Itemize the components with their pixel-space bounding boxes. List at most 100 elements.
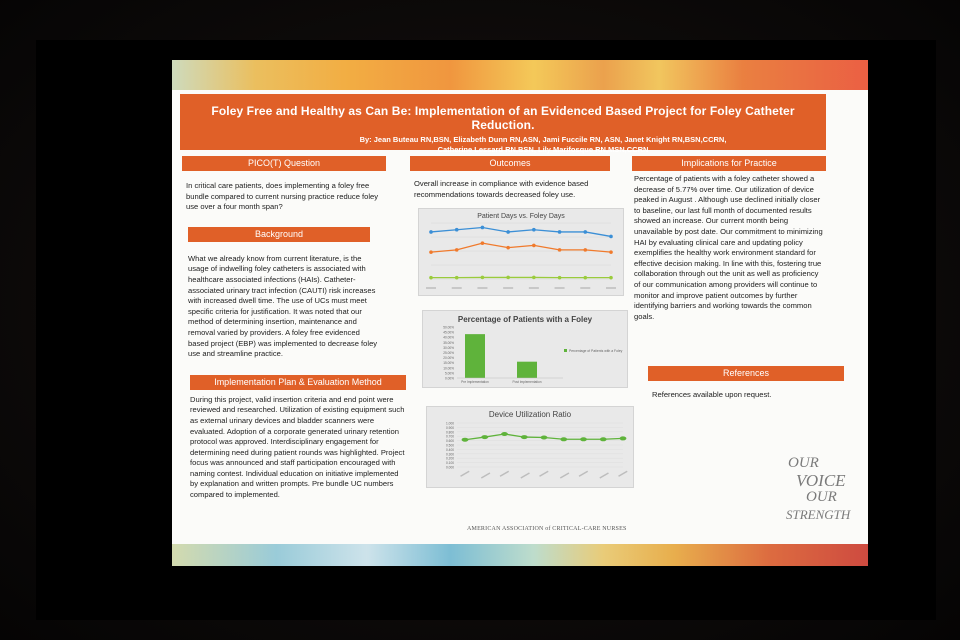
authors-line-2: Catherine Lessard RN,BSN, Lily Marifosqu… [437, 145, 649, 154]
chart1-data-point [532, 227, 536, 232]
implementation-header: Implementation Plan & Evaluation Method [190, 374, 406, 390]
picot-text: In critical care patients, does implemen… [186, 181, 379, 212]
logo-word-3: OUR [806, 489, 837, 505]
chart3-y-tick-label: 0.300 [446, 452, 454, 456]
chart1-data-point [480, 241, 485, 245]
chart3-x-tick-label [578, 470, 589, 477]
chart3-x-tick-label [480, 472, 491, 479]
chart3-y-tick-label: 0.200 [446, 457, 454, 461]
chart3-svg: 1.0000.9000.8000.7000.6000.5000.4000.300… [446, 422, 628, 479]
chart2-x-tick-label: Pre Implementation [461, 380, 489, 384]
logo-word-4: STRENGTH [786, 507, 851, 522]
chart3-y-tick-label: 0.600 [446, 439, 454, 443]
right-column: Implications for Practice Percentage of … [632, 156, 826, 322]
chart3-data-point [540, 435, 548, 440]
chart1-data-point [557, 248, 562, 252]
chart1-x-tick-label [503, 287, 514, 289]
chart1-x-tick-label [451, 287, 462, 289]
chart2-y-tick-label: 5.00% [445, 371, 454, 375]
chart1-data-point [609, 250, 613, 254]
chart2-y-tick-label: 0.00% [445, 377, 454, 381]
chart3-x-tick-label [599, 472, 609, 479]
poster-title: Foley Free and Healthy as Can Be: Implem… [211, 104, 795, 132]
chart3-data-point [560, 437, 568, 442]
chart1-x-tick-label [477, 287, 488, 289]
poster: Foley Free and Healthy as Can Be: Implem… [172, 60, 868, 566]
chart3-data-point [619, 436, 627, 441]
chart2-y-tick-label: 50.00% [443, 326, 454, 330]
outcomes-header: Outcomes [410, 156, 610, 171]
chart2-title: Percentage of Patients with a Foley [457, 315, 593, 324]
chart1-title: Patient Days vs. Foley Days [477, 213, 565, 220]
chart1-data-point [506, 275, 510, 280]
chart3-y-tick-label: 0.500 [446, 444, 454, 448]
watercolor-top-border [172, 60, 868, 90]
logo-word-2: VOICE [796, 471, 846, 490]
chart3-x-tick-label [520, 472, 530, 479]
chart3-data-point [461, 437, 469, 442]
chart2-legend-label: Percentage of Patients with a Foley [569, 349, 623, 353]
chart3-x-tick-label [539, 470, 549, 477]
chart1-data-point [557, 275, 562, 280]
chart3-x-tick-label [499, 470, 510, 477]
chart2-y-tick-label: 15.00% [443, 361, 454, 365]
chart3-data-point [599, 437, 607, 442]
our-voice-our-strength-logo: OUR VOICE OUR STRENGTH [784, 455, 864, 535]
implications-header: Implications for Practice [632, 156, 826, 171]
chart1-svg [426, 222, 616, 289]
chart1-data-point [609, 234, 613, 239]
implications-text: Percentage of patients with a foley cath… [634, 174, 823, 321]
chart1-data-point [454, 248, 459, 252]
chart3-y-tick-label: 0.800 [446, 430, 454, 434]
title-banner: Foley Free and Healthy as Can Be: Implem… [180, 94, 826, 154]
chart2-y-tick-label: 45.00% [443, 331, 454, 335]
chart1-data-point [532, 275, 536, 280]
aacn-footer: AMERICAN ASSOCIATION of CRITICAL-CARE NU… [467, 526, 627, 532]
chart2-y-tick-label: 25.00% [443, 351, 454, 355]
chart3-x-tick-label [559, 472, 570, 479]
chart1-data-point [454, 227, 459, 232]
chart1-x-tick-label [580, 287, 591, 289]
chart2-bar [517, 361, 537, 378]
middle-column: Outcomes Overall increase in compliance … [410, 156, 610, 200]
chart1-x-tick-label [606, 287, 616, 289]
chart1-data-point [583, 230, 588, 234]
authors-line-1: By: Jean Buteau RN,BSN, Elizabeth Dunn R… [359, 135, 727, 144]
left-column: PICO(T) Question In critical care patien… [182, 156, 406, 501]
chart1-data-point [480, 225, 485, 230]
chart3-title: Device Utilization Ratio [488, 410, 572, 419]
chart1-data-point [557, 230, 562, 234]
chart1-data-point [429, 230, 433, 234]
chart3-y-tick-label: 0.700 [446, 435, 454, 439]
chart3-y-tick-label: 0.900 [446, 426, 454, 430]
background-header: Background [188, 226, 370, 242]
watercolor-bottom-border [172, 544, 868, 566]
chart1-x-tick-label [426, 287, 436, 289]
chart3-y-tick-label: 0.100 [446, 461, 454, 465]
chart3-x-tick-label [460, 470, 470, 477]
chart1-series-line [430, 226, 612, 238]
chart1-data-point [583, 248, 588, 252]
implementation-text: During this project, valid insertion cri… [190, 394, 405, 500]
references-text: References available upon request. [652, 390, 772, 399]
chart3-data-point [481, 435, 489, 440]
chart2-legend-swatch [564, 349, 567, 352]
chart3-y-tick-label: 0.400 [446, 448, 454, 452]
chart1-data-point [609, 275, 613, 280]
chart2-bar [465, 334, 485, 378]
chart1-data-point [454, 275, 459, 280]
chart1-data-point [429, 250, 433, 254]
logo-word-1: OUR [788, 455, 819, 471]
chart1-data-point [583, 275, 588, 280]
chart-patient-days-vs-foley-days: Patient Days vs. Foley Days [418, 208, 624, 296]
chart2-x-tick-label: Post Implementation [512, 380, 541, 384]
chart3-data-point [580, 437, 587, 442]
chart1-data-point [506, 230, 510, 234]
chart2-y-tick-label: 20.00% [443, 356, 454, 360]
chart1-x-tick-label [528, 287, 539, 289]
background-text: What we already know from current litera… [188, 253, 378, 359]
chart2-y-tick-label: 40.00% [443, 336, 454, 340]
chart3-data-point [520, 435, 528, 440]
chart-device-utilization-ratio: Device Utilization Ratio 1.000 0.900 0.800… [426, 406, 634, 488]
chart1-series-line [430, 242, 612, 253]
